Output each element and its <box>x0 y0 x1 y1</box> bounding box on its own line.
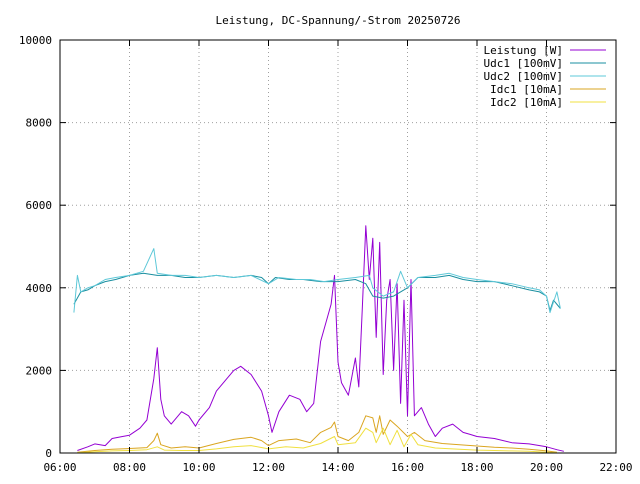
x-tick-label: 16:00 <box>391 461 424 474</box>
legend: Leistung [W]Udc1 [100mV]Udc2 [100mV]Idc1… <box>484 44 606 109</box>
axis-layer: 06:00 08:00 10:00 12:00 14:00 16:00 18:00 20:00… <box>19 34 633 474</box>
x-tick-label: 10:00 <box>182 461 215 474</box>
series-line-3 <box>77 415 557 453</box>
x-tick-label: 12:00 <box>252 461 285 474</box>
x-tick-label: 08:00 <box>113 461 146 474</box>
y-tick-label: 2000 <box>26 364 53 377</box>
series-line-0 <box>77 225 565 452</box>
x-tick-label: 18:00 <box>460 461 493 474</box>
x-tick-label: 14:00 <box>321 461 354 474</box>
legend-label: Idc2 [10mA] <box>490 96 563 109</box>
legend-label: Leistung [W] <box>484 44 563 57</box>
y-tick-label: 4000 <box>26 282 53 295</box>
series-line-2 <box>73 248 561 314</box>
grid-layer <box>60 40 616 453</box>
y-tick-label: 0 <box>45 447 52 460</box>
chart-title: Leistung, DC-Spannung/-Strom 20250726 <box>215 14 460 27</box>
x-tick-label: 22:00 <box>599 461 632 474</box>
series-line-4 <box>77 427 557 454</box>
series-line-1 <box>73 272 561 311</box>
x-tick-label: 20:00 <box>530 461 563 474</box>
series-layer <box>73 225 565 454</box>
legend-label: Udc2 [100mV] <box>484 70 563 83</box>
legend-label: Idc1 [10mA] <box>490 83 563 96</box>
y-tick-label: 10000 <box>19 34 52 47</box>
x-tick-label: 06:00 <box>43 461 76 474</box>
y-tick-label: 8000 <box>26 117 53 130</box>
legend-label: Udc1 [100mV] <box>484 57 563 70</box>
y-tick-label: 6000 <box>26 199 53 212</box>
